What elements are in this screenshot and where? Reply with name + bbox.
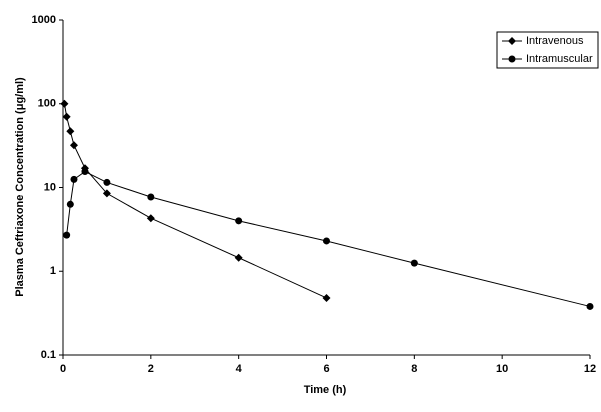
- x-axis-label: Time (h): [304, 384, 347, 396]
- marker: [69, 141, 78, 150]
- marker: [81, 168, 89, 176]
- x-tick-label: 0: [60, 363, 66, 375]
- marker: [66, 200, 74, 208]
- legend-marker: [508, 37, 516, 45]
- y-tick-label: 1000: [32, 14, 56, 26]
- marker: [63, 231, 71, 239]
- marker: [323, 237, 330, 245]
- legend-label: Intramuscular: [526, 53, 593, 65]
- marker: [62, 112, 71, 121]
- series-line: [66, 170, 591, 307]
- x-tick-label: 10: [496, 363, 508, 375]
- y-tick-label: 10: [44, 181, 56, 193]
- marker: [146, 214, 155, 223]
- marker: [147, 193, 155, 201]
- legend-marker: [508, 55, 516, 63]
- marker: [586, 302, 594, 310]
- marker: [235, 217, 243, 225]
- y-axis-label: Plasma Ceftriaxone Concentration (μg/ml): [14, 77, 26, 297]
- marker: [103, 178, 111, 186]
- x-tick-label: 8: [411, 363, 417, 375]
- x-tick-label: 4: [236, 363, 243, 375]
- marker: [234, 253, 243, 262]
- marker: [102, 189, 111, 198]
- marker: [60, 99, 69, 108]
- x-tick-label: 2: [148, 363, 154, 375]
- marker: [70, 175, 78, 183]
- marker: [66, 127, 75, 136]
- legend-box: [496, 31, 599, 69]
- y-tick-label: 0.1: [41, 349, 56, 361]
- series-line: [63, 103, 327, 299]
- legend-label: Intravenous: [526, 35, 584, 47]
- x-tick-label: 6: [323, 363, 329, 375]
- y-tick-label: 1: [50, 265, 56, 277]
- marker: [322, 293, 331, 302]
- y-tick-label: 100: [38, 98, 56, 110]
- x-tick-label: 12: [584, 363, 596, 375]
- marker: [410, 259, 418, 267]
